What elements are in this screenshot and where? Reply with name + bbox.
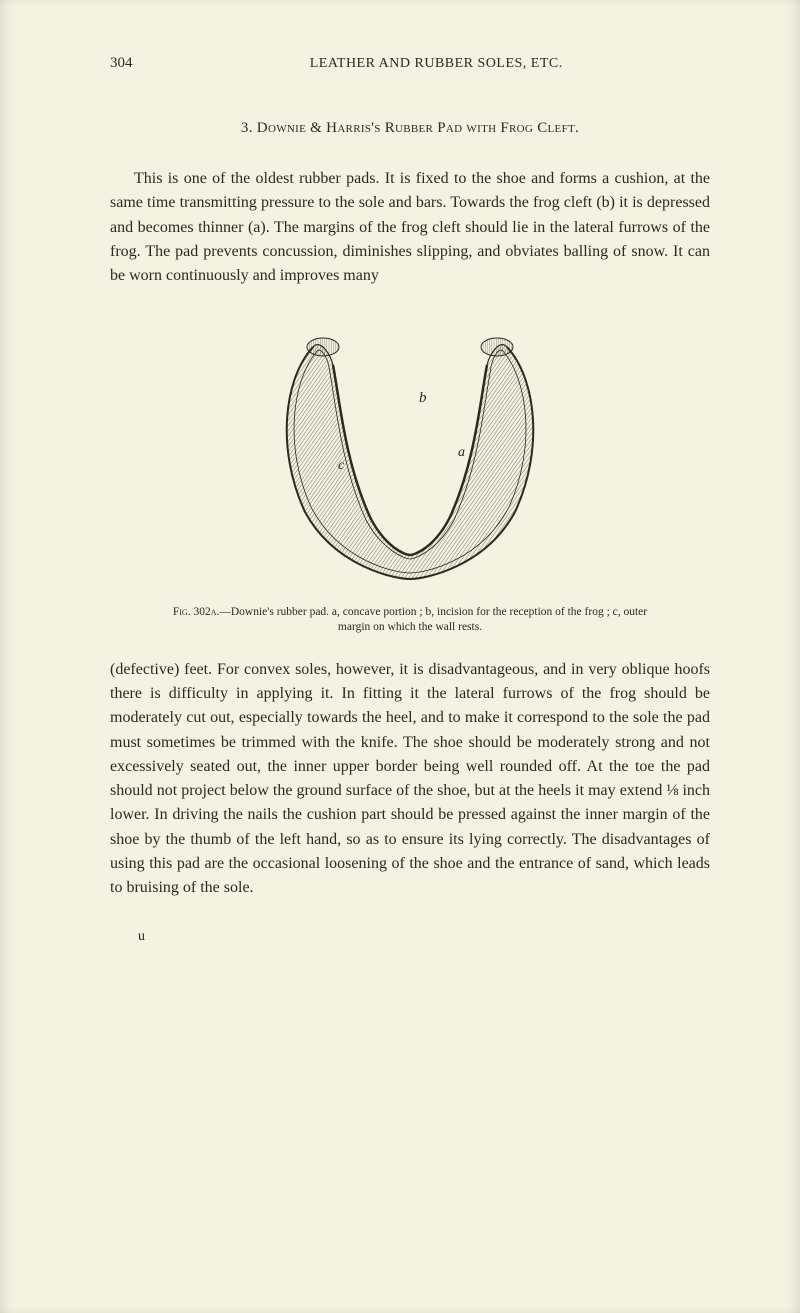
horseshoe-pad-illustration: b a c: [265, 317, 555, 582]
paragraph-1: This is one of the oldest rubber pads. I…: [110, 167, 710, 289]
page-header: 304 LEATHER AND RUBBER SOLES, ETC.: [110, 55, 710, 72]
figure-caption: Fig. 302a.—Downie's rubber pad. a, conca…: [110, 605, 710, 636]
horseshoe-svg: b a c: [265, 317, 555, 582]
caption-text: —Downie's rubber pad. a, concave portion…: [219, 606, 647, 634]
label-b: b: [419, 390, 427, 406]
section-title: 3. Downie & Harris's Rubber Pad with Fro…: [110, 120, 710, 137]
page-number: 304: [110, 55, 133, 72]
paragraph-2: (defective) feet. For convex soles, howe…: [110, 658, 710, 901]
running-header: LEATHER AND RUBBER SOLES, ETC.: [163, 56, 711, 72]
horseshoe-outer-shape: [287, 344, 534, 578]
label-a: a: [458, 445, 465, 460]
caption-prefix: Fig. 302a.: [173, 606, 220, 618]
figure-container: b a c: [110, 317, 710, 587]
footer-mark: u: [110, 929, 710, 945]
body-text-block-2: (defective) feet. For convex soles, howe…: [110, 658, 710, 901]
label-c: c: [338, 458, 345, 473]
document-page: 304 LEATHER AND RUBBER SOLES, ETC. 3. Do…: [0, 0, 800, 1313]
body-text-block-1: This is one of the oldest rubber pads. I…: [110, 167, 710, 289]
